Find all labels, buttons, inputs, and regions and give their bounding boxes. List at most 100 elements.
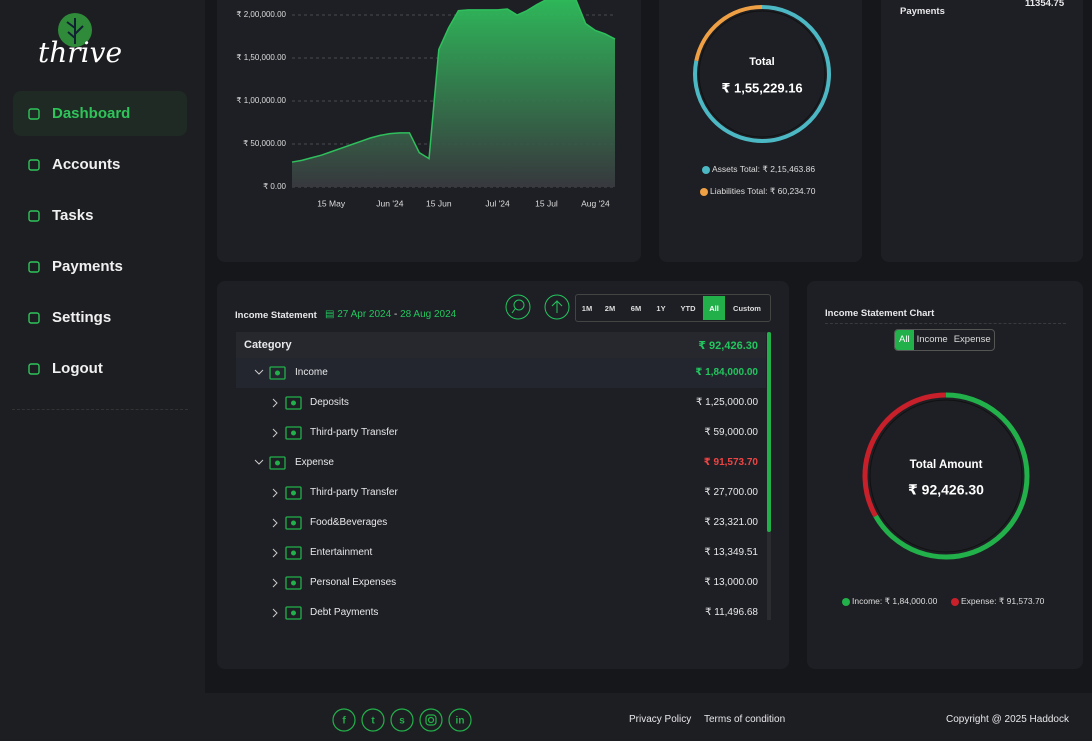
period-button[interactable]: 6M bbox=[630, 303, 642, 313]
statement-title: Income Statement bbox=[235, 310, 317, 321]
filter-group: All Income Expense bbox=[894, 329, 995, 351]
row-amount: ₹ 23,321.00 bbox=[704, 517, 758, 528]
scroll-thumb[interactable] bbox=[767, 332, 771, 532]
nav-item[interactable]: Accounts bbox=[13, 142, 187, 187]
legend-name: Assets Total: bbox=[712, 164, 760, 174]
date-range[interactable]: ▤ 27 Apr 2024 - 28 Aug 2024 bbox=[325, 309, 456, 320]
legend-text: Expense: ₹ 91,573.70 bbox=[961, 596, 1045, 606]
legend-value: ₹ 60,234.70 bbox=[770, 186, 816, 196]
footer-link[interactable]: Terms of condition bbox=[704, 714, 786, 725]
nav-item[interactable]: Payments bbox=[13, 244, 187, 289]
row-amount: ₹ 1,84,000.00 bbox=[695, 367, 758, 378]
donut-segment bbox=[873, 392, 1030, 560]
donut-inner-ring bbox=[698, 10, 826, 138]
legend-text: Liabilities Total: ₹ 60,234.70 bbox=[710, 186, 816, 196]
nav-label: Accounts bbox=[52, 156, 121, 173]
period-button[interactable]: YTD bbox=[680, 303, 696, 313]
footer-link[interactable]: Privacy Policy bbox=[629, 714, 692, 725]
period-button[interactable]: All bbox=[703, 296, 725, 320]
table-row[interactable]: Third-party Transfer ₹ 27,700.00 bbox=[236, 478, 766, 508]
date-sep: - bbox=[393, 309, 398, 320]
legend-value: ₹ 1,84,000.00 bbox=[885, 596, 938, 606]
legend-dot bbox=[951, 598, 959, 606]
x-tick-label: 15 Jun bbox=[426, 198, 452, 208]
legend-name: Liabilities Total: bbox=[710, 186, 768, 196]
y-tick-label: ₹ 1,00,000.00 bbox=[236, 96, 286, 105]
row-name: Personal Expenses bbox=[310, 577, 397, 588]
nav-icon bbox=[28, 311, 40, 324]
legend-text: Income: ₹ 1,84,000.00 bbox=[852, 596, 938, 606]
scroll-track bbox=[767, 332, 771, 620]
donut-center-title: Total Amount bbox=[910, 459, 983, 471]
nav-label: Payments bbox=[52, 258, 123, 275]
copyright: Copyright @ 2025 Haddock bbox=[946, 714, 1069, 725]
line bbox=[291, 0, 616, 163]
nav-item[interactable]: Tasks bbox=[13, 193, 187, 238]
filter-button[interactable]: All bbox=[895, 330, 914, 350]
date-from: 27 Apr 2024 bbox=[337, 309, 392, 320]
row-name: Income bbox=[295, 367, 328, 378]
nav-icon bbox=[28, 260, 40, 273]
logo-icon bbox=[58, 13, 92, 47]
title-rule bbox=[825, 323, 1066, 324]
table-row[interactable]: Third-party Transfer ₹ 59,000.00 bbox=[236, 418, 766, 448]
row-icons bbox=[272, 486, 302, 500]
donut-inner-ring bbox=[869, 399, 1023, 553]
legend-name: Income: bbox=[852, 596, 882, 606]
row-amount: ₹ 27,700.00 bbox=[704, 487, 758, 498]
nav-label: Logout bbox=[52, 360, 103, 377]
x-tick-label: Aug '24 bbox=[581, 198, 610, 208]
net-worth-card bbox=[659, 0, 862, 262]
table-row[interactable]: Personal Expenses ₹ 13,000.00 bbox=[236, 568, 766, 598]
svg-text:in: in bbox=[456, 716, 465, 727]
donut-segment bbox=[862, 392, 947, 518]
table-row[interactable]: Income ₹ 1,84,000.00 bbox=[236, 358, 766, 388]
nav-label: Settings bbox=[52, 309, 112, 326]
donut-center-value: ₹ 92,426.30 bbox=[908, 482, 984, 498]
legend-dot bbox=[700, 188, 708, 196]
filter-button[interactable]: Income bbox=[916, 334, 948, 345]
period-button[interactable]: 1M bbox=[581, 303, 593, 313]
date-to: 28 Aug 2024 bbox=[400, 309, 457, 320]
table-row[interactable]: Expense ₹ 91,573.70 bbox=[236, 448, 766, 478]
row-icons bbox=[254, 456, 286, 470]
row-icons bbox=[272, 426, 302, 440]
row-icons bbox=[254, 366, 286, 380]
header-category: Category bbox=[244, 339, 292, 351]
table-row[interactable]: Entertainment ₹ 13,349.51 bbox=[236, 538, 766, 568]
legend-name: Expense: bbox=[961, 596, 996, 606]
donut-center-value: ₹ 1,55,229.16 bbox=[721, 80, 802, 95]
row-amount: ₹ 11,496.68 bbox=[705, 607, 758, 618]
nav-icon bbox=[28, 362, 40, 375]
nav-item[interactable]: Dashboard bbox=[13, 91, 187, 136]
nav-item[interactable]: Settings bbox=[13, 295, 187, 340]
table-row[interactable]: Deposits ₹ 1,25,000.00 bbox=[236, 388, 766, 418]
divider bbox=[12, 409, 188, 410]
filter-button[interactable]: Expense bbox=[953, 334, 991, 345]
table-row[interactable]: Debt Payments ₹ 11,496.68 bbox=[236, 598, 766, 620]
row-amount: ₹ 59,000.00 bbox=[704, 427, 758, 438]
period-button[interactable]: Custom bbox=[733, 303, 761, 313]
income-chart-card: Income Statement Chart All Income Expense bbox=[807, 281, 1083, 669]
row-name: Third-party Transfer bbox=[310, 487, 398, 498]
period-button[interactable]: 2M bbox=[604, 303, 616, 313]
table-body: Income ₹ 1,84,000.00 Deposits ₹ 1,25,000.00… bbox=[236, 358, 766, 620]
svg-text:t: t bbox=[371, 716, 375, 727]
calendar-icon: ▤ bbox=[325, 309, 338, 320]
row-amount: ₹ 13,000.00 bbox=[704, 577, 758, 588]
statement-tools[interactable] bbox=[505, 293, 575, 321]
period-group bbox=[575, 294, 771, 322]
nav-item[interactable]: Logout bbox=[13, 346, 187, 391]
nav-label: Tasks bbox=[52, 207, 94, 224]
table-row[interactable]: Food&Beverages ₹ 23,321.00 bbox=[236, 508, 766, 538]
donut-segment bbox=[693, 5, 831, 143]
area bbox=[292, 0, 615, 187]
y-tick-label: ₹ 2,00,000.00 bbox=[236, 10, 286, 19]
logo-text: thrive bbox=[38, 36, 123, 69]
svg-text:s: s bbox=[399, 716, 405, 727]
period-button[interactable]: 1Y bbox=[656, 303, 666, 313]
header-total: ₹ 92,426.30 bbox=[698, 340, 758, 352]
row-amount: ₹ 13,349.51 bbox=[704, 547, 758, 558]
